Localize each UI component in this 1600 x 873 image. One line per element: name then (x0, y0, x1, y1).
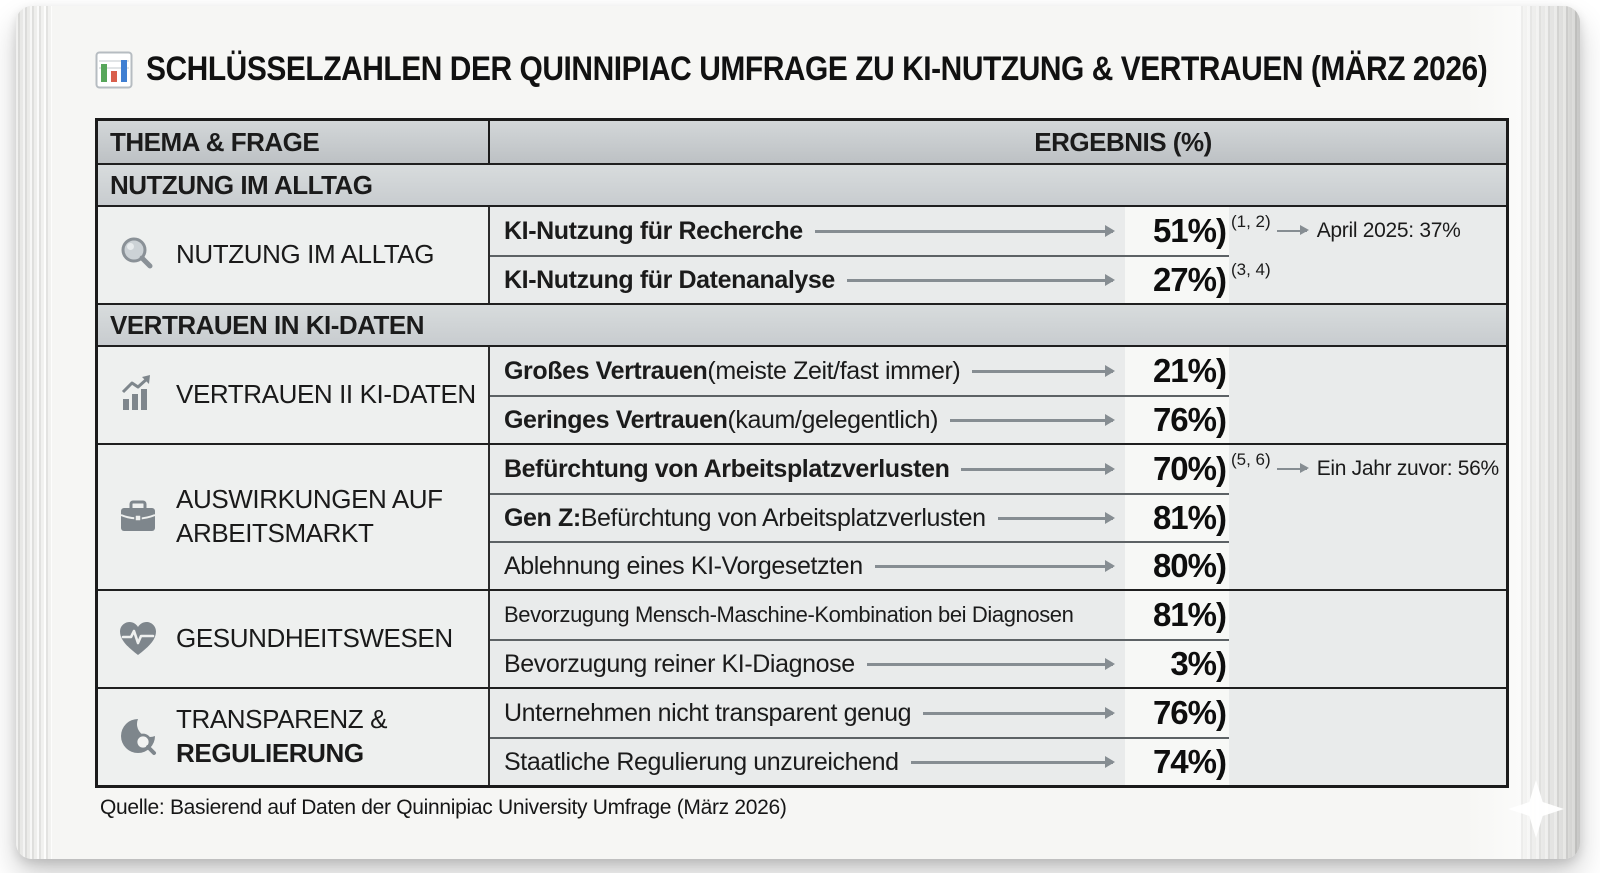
footnote-ref: (5, 6) (1231, 450, 1271, 469)
table-row: Bevorzugung Mensch-Maschine-Kombination … (490, 591, 1506, 639)
topic-group-gesundheit: GESUNDHEITSWESEN Bevorzugung Mensch-Masc… (98, 591, 1506, 689)
topic-cell: NUTZUNG IM ALLTAG (98, 207, 490, 303)
question-label: Ablehnung eines KI-Vorgesetzten (504, 551, 863, 580)
note-arrow-icon (1276, 464, 1309, 473)
column-header-thema: THEMA & FRAGE (98, 121, 490, 163)
magnifier-icon (116, 233, 160, 277)
topic-group-arbeitsmarkt: AUSWIRKUNGEN AUF ARBEITSMARKT Befürchtun… (98, 445, 1506, 591)
arrow-connector-icon (910, 755, 1116, 768)
topic-label: TRANSPARENZ & REGULIERUNG (176, 704, 388, 768)
result-value-band: 80%) (1125, 543, 1229, 589)
arrow-connector-icon (874, 559, 1116, 572)
transparency-magnifier-icon (116, 715, 160, 759)
result-value-band: 81%) (1125, 495, 1229, 541)
topic-group-transparenz: TRANSPARENZ & REGULIERUNG Unternehmen nic… (98, 689, 1506, 785)
table-row: KI-Nutzung für Datenanalyse 27%) (3, 4) (490, 255, 1506, 303)
bar-chart-icon (95, 51, 133, 89)
arrow-connector-icon (950, 413, 1115, 426)
topic-group-nutzung: NUTZUNG IM ALLTAG KI-Nutzung für Recherc… (98, 207, 1506, 305)
result-value-band: 21%) (1125, 347, 1229, 395)
topic-cell: TRANSPARENZ & REGULIERUNG (98, 689, 490, 785)
topic-cell: VERTRAUEN II KI-DATEN (98, 347, 490, 443)
topic-label: GESUNDHEITSWESEN (176, 623, 453, 654)
question-label: Gen Z: Befürchtung von Arbeitsplatzverlu… (504, 503, 986, 532)
result-value-band: 74%) (1125, 739, 1229, 785)
question-label: Geringes Vertrauen (kaum/gelegentlich) (504, 405, 939, 434)
footnote-ref: (3, 4) (1231, 260, 1271, 279)
topic-label: NUTZUNG IM ALLTAG (176, 239, 435, 270)
result-value-band: 70%) (1125, 445, 1229, 493)
question-label: KI-Nutzung für Recherche (504, 216, 803, 245)
note-arrow-icon (1276, 226, 1309, 235)
question-label: Befürchtung von Arbeitsplatzverlusten (504, 454, 950, 483)
briefcase-icon (116, 495, 160, 539)
result-value-band: 3%) (1125, 641, 1229, 687)
page-title: SCHLÜSSELZAHLEN DER QUINNIPIAC UMFRAGE Z… (146, 50, 1488, 88)
infographic-header: SCHLÜSSELZAHLEN DER QUINNIPIAC UMFRAGE Z… (95, 50, 1600, 89)
topic-cell: GESUNDHEITSWESEN (98, 591, 490, 687)
section-header-nutzung: NUTZUNG IM ALLTAG (98, 165, 1506, 207)
trend-note: Ein Jahr zuvor: 56% (1316, 457, 1500, 480)
question-label: Bevorzugung reiner KI-Diagnose (504, 649, 855, 678)
topic-label: AUSWIRKUNGEN AUF ARBEITSMARKT (176, 484, 443, 548)
trend-note: April 2025: 37% (1316, 219, 1461, 242)
table-row: Großes Vertrauen (meiste Zeit/fast immer… (490, 347, 1506, 395)
arrow-connector-icon (972, 364, 1115, 377)
topic-group-vertrauen: VERTRAUEN II KI-DATEN Großes Vertrauen (… (98, 347, 1506, 445)
arrow-connector-icon (866, 657, 1116, 670)
topic-cell: AUSWIRKUNGEN AUF ARBEITSMARKT (98, 445, 490, 589)
table-row: Staatliche Regulierung unzureichend 74%) (490, 737, 1506, 785)
question-label: KI-Nutzung für Datenanalyse (504, 265, 835, 294)
result-value-band: 76%) (1125, 397, 1229, 443)
arrow-connector-icon (814, 224, 1116, 237)
result-value-band: 81%) (1125, 591, 1229, 639)
table-row: Unternehmen nicht transparent genug 76%) (490, 689, 1506, 737)
arrow-connector-icon (961, 462, 1115, 475)
table-row: Geringes Vertrauen (kaum/gelegentlich) 7… (490, 395, 1506, 443)
arrow-connector-icon (997, 511, 1116, 524)
question-label: Großes Vertrauen (meiste Zeit/fast immer… (504, 356, 961, 385)
result-value-band: 27%) (1125, 257, 1229, 303)
table-row: Bevorzugung reiner KI-Diagnose 3%) (490, 639, 1506, 687)
arrow-connector-icon (923, 706, 1115, 719)
topic-label: VERTRAUEN II KI-DATEN (176, 379, 476, 410)
survey-table: THEMA & FRAGE ERGEBNIS (%) NUTZUNG IM AL… (95, 118, 1509, 788)
heart-pulse-icon (116, 617, 160, 661)
footnote-ref: (1, 2) (1231, 212, 1271, 231)
book-left-page-stack (16, 6, 56, 859)
trending-chart-icon (116, 373, 160, 417)
column-header-ergebnis: ERGEBNIS (%) (1034, 126, 1212, 157)
table-row: Gen Z: Befürchtung von Arbeitsplatzverlu… (490, 493, 1506, 541)
table-row: KI-Nutzung für Recherche 51%) (1, 2) Apr… (490, 207, 1506, 255)
question-label: Staatliche Regulierung unzureichend (504, 747, 899, 776)
source-note: Quelle: Basierend auf Daten der Quinnipi… (100, 796, 787, 819)
book-right-page-stack (1518, 6, 1580, 859)
arrow-connector-icon (846, 273, 1116, 286)
table-row: Befürchtung von Arbeitsplatzverlusten 70… (490, 445, 1506, 493)
table-header-row: THEMA & FRAGE ERGEBNIS (%) (98, 121, 1506, 165)
result-value-band: 51%) (1125, 207, 1229, 255)
table-row: Ablehnung eines KI-Vorgesetzten 80%) (490, 541, 1506, 589)
question-label: Bevorzugung Mensch-Maschine-Kombination … (504, 602, 1074, 627)
result-value-band: 76%) (1125, 689, 1229, 737)
question-label: Unternehmen nicht transparent genug (504, 698, 912, 727)
section-header-vertrauen: VERTRAUEN IN KI-DATEN (98, 305, 1506, 347)
